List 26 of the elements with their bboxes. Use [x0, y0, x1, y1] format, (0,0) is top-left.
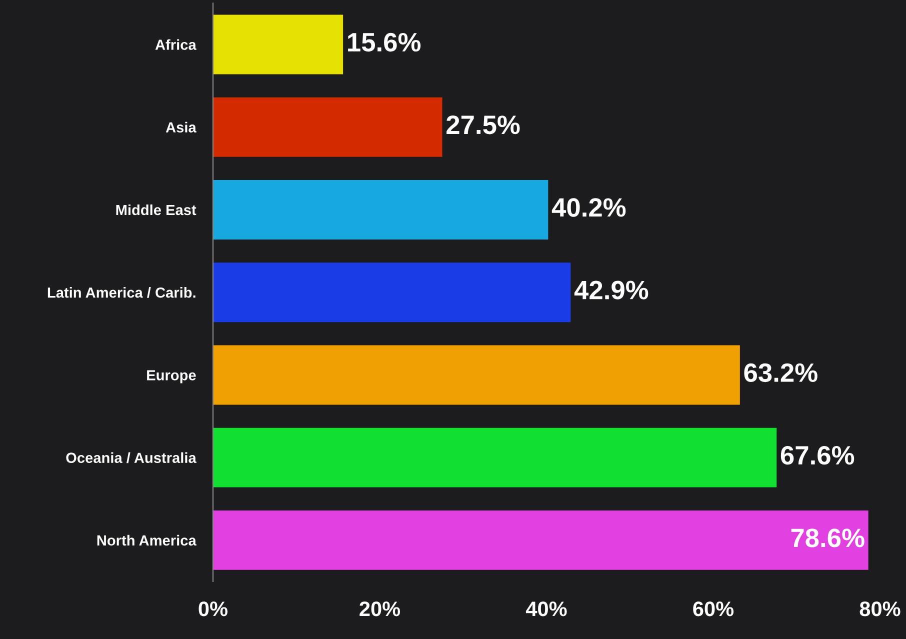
- data-label: 27.5%: [446, 116, 520, 134]
- bar: [213, 180, 548, 240]
- data-label: 42.9%: [574, 280, 648, 300]
- y-tick-label: Oceania / Australia: [66, 452, 196, 464]
- bar: [213, 14, 344, 74]
- x-tick-label: 80%: [860, 601, 900, 616]
- x-tick-label: 20%: [360, 601, 400, 616]
- bar: [213, 345, 740, 405]
- y-tick-label: North America: [97, 534, 196, 546]
- y-tick-label: Latin America / Carib.: [48, 287, 196, 298]
- data-label: 67.6%: [780, 446, 854, 465]
- y-tick-label: Asia: [166, 122, 196, 133]
- x-tick-label: 40%: [526, 601, 567, 616]
- x-tick-label: 0%: [198, 601, 228, 616]
- data-label: 40.2%: [552, 198, 626, 217]
- data-label: 63.2%: [744, 363, 818, 382]
- bar: [213, 510, 868, 570]
- data-label: 15.6%: [348, 32, 421, 52]
- x-tick-label: 60%: [693, 601, 734, 616]
- y-tick-label: Europe: [147, 370, 196, 384]
- bar: [213, 428, 777, 488]
- y-tick-label: Middle East: [116, 204, 196, 216]
- data-label: 78.6%: [791, 528, 864, 548]
- bar: [213, 97, 442, 157]
- y-tick-label: Africa: [155, 39, 196, 50]
- bar: [213, 262, 571, 322]
